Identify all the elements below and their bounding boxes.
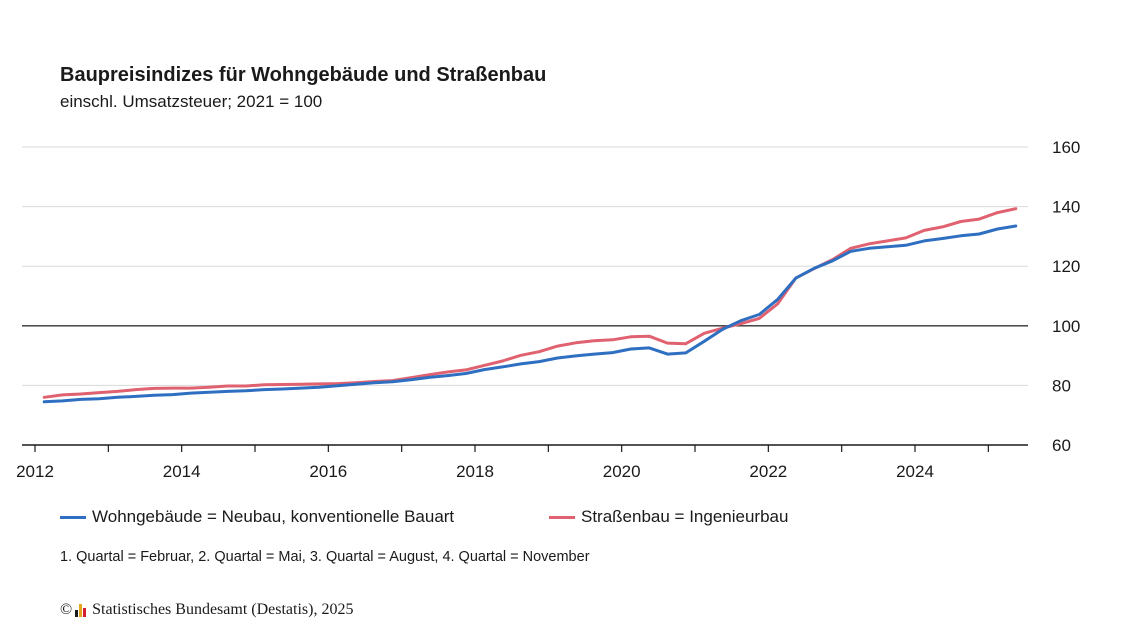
source-line: © Statistisches Bundesamt (Destatis), 20… bbox=[60, 601, 353, 619]
legend-item-wohngebaeude: Wohngebäude = Neubau, konventionelle Bau… bbox=[60, 507, 454, 527]
y-tick-labels: 60 80 100 120 140 160 bbox=[1052, 138, 1080, 455]
series-lines bbox=[42, 207, 1018, 404]
chart-title: Baupreisindizes für Wohngebäude und Stra… bbox=[60, 64, 547, 86]
series-line-strassenbau bbox=[42, 207, 1018, 399]
y-tick-label: 60 bbox=[1052, 436, 1071, 455]
legend-label-wohngebaeude: Wohngebäude = Neubau, konventionelle Bau… bbox=[92, 507, 455, 526]
chart-subtitle: einschl. Umsatzsteuer; 2021 = 100 bbox=[60, 92, 323, 111]
footnote: 1. Quartal = Februar, 2. Quartal = Mai, … bbox=[60, 549, 590, 565]
y-tick-label: 100 bbox=[1052, 317, 1080, 336]
x-tick-label: 2016 bbox=[309, 462, 347, 481]
x-tick-label: 2018 bbox=[456, 462, 494, 481]
legend-item-strassenbau: Straßenbau = Ingenieurbau bbox=[549, 507, 788, 527]
y-tick-label: 140 bbox=[1052, 198, 1080, 217]
legend-swatch-wohngebaeude bbox=[60, 515, 86, 519]
y-tick-label: 120 bbox=[1052, 257, 1080, 276]
source-text: Statistisches Bundesamt (Destatis), 2025 bbox=[92, 601, 354, 618]
y-tick-label: 160 bbox=[1052, 138, 1080, 157]
copyright-symbol: © bbox=[60, 601, 73, 618]
y-tick-label: 80 bbox=[1052, 376, 1071, 395]
legend-label-strassenbau: Straßenbau = Ingenieurbau bbox=[581, 507, 789, 526]
x-tick-labels: 2012 2014 2016 2018 2020 2022 2024 bbox=[16, 462, 934, 481]
gridlines bbox=[22, 146, 1028, 386]
x-tick-label: 2022 bbox=[749, 462, 787, 481]
line-chart: 2012 2014 2016 2018 2020 2022 2024 60 80 100 120 1… bbox=[16, 138, 1080, 481]
x-axis bbox=[22, 444, 1028, 452]
x-tick-label: 2012 bbox=[16, 462, 54, 481]
x-tick-label: 2024 bbox=[896, 462, 934, 481]
x-tick-label: 2014 bbox=[163, 462, 201, 481]
x-tick-label: 2020 bbox=[603, 462, 641, 481]
legend-swatch-strassenbau bbox=[549, 515, 575, 519]
destatis-logo-icon bbox=[75, 603, 87, 617]
series-line-wohngebaeude bbox=[42, 224, 1018, 404]
